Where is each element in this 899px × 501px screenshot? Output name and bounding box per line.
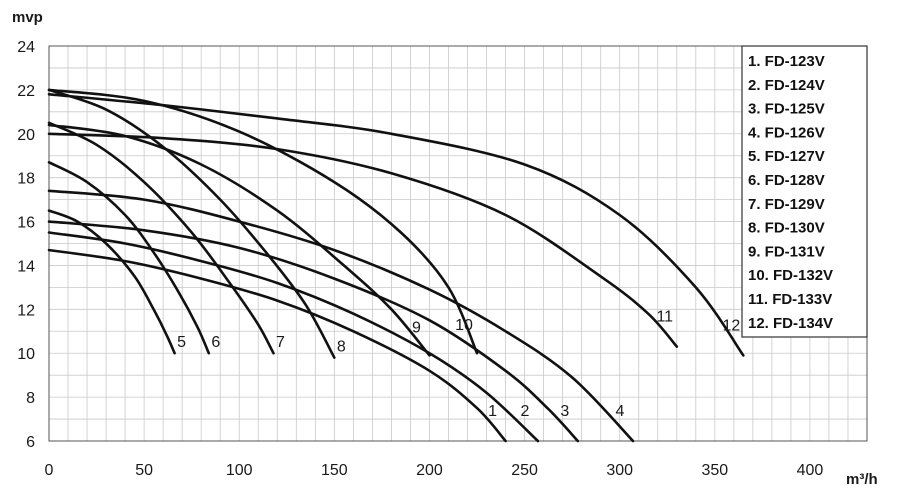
curve-7 xyxy=(47,121,275,355)
curve-label-2: 2 xyxy=(520,403,529,420)
x-axis-unit: m³/h xyxy=(846,471,878,488)
legend-item: 7. FD-129V xyxy=(748,196,825,213)
legend-box xyxy=(741,45,868,338)
y-tick-label: 6 xyxy=(26,434,35,451)
y-tick-label: 12 xyxy=(17,302,35,319)
curve-label-5: 5 xyxy=(177,334,186,351)
y-tick-label: 18 xyxy=(17,171,35,188)
x-tick-label: 150 xyxy=(321,462,348,479)
curve-label-3: 3 xyxy=(560,403,569,420)
curve-label-10: 10 xyxy=(455,317,473,334)
curve-11 xyxy=(47,132,679,348)
curve-label-4: 4 xyxy=(616,403,625,420)
curve-label-7: 7 xyxy=(276,334,285,351)
x-axis-unit-text: m³/h xyxy=(846,471,878,488)
curve-5 xyxy=(47,209,176,355)
x-tick-label: 0 xyxy=(45,462,54,479)
curve-2 xyxy=(47,231,540,443)
x-tick-label: 300 xyxy=(606,462,633,479)
curve-6 xyxy=(47,161,211,355)
legend-item: 9. FD-131V xyxy=(748,243,825,260)
curve-4 xyxy=(47,189,635,443)
curve-label-12: 12 xyxy=(722,317,740,334)
x-tick-labels: 0 50 100 150 200 250 300 350 400 xyxy=(45,462,824,479)
x-tick-label: 100 xyxy=(226,462,253,479)
y-tick-label: 24 xyxy=(17,39,35,56)
y-tick-label: 8 xyxy=(26,390,35,407)
curves xyxy=(47,88,745,443)
legend-item: 5. FD-127V xyxy=(748,148,825,165)
legend-item: 12. FD-134V xyxy=(748,315,833,332)
curve-label-11: 11 xyxy=(656,309,673,326)
curve-label-1: 1 xyxy=(488,403,497,420)
curve-3 xyxy=(47,220,580,443)
x-tick-label: 50 xyxy=(135,462,153,479)
legend-item: 10. FD-132V xyxy=(748,267,833,284)
curve-8 xyxy=(47,88,336,359)
y-tick-labels: 6 8 10 12 14 16 18 20 22 24 xyxy=(17,39,35,451)
legend-item: 1. FD-123V xyxy=(748,53,825,70)
y-tick-label: 16 xyxy=(17,215,35,232)
y-tick-label: 14 xyxy=(17,258,35,275)
curve-12 xyxy=(47,93,745,357)
x-tick-label: 250 xyxy=(511,462,538,479)
y-tick-label: 22 xyxy=(17,83,35,100)
legend-item: 6. FD-128V xyxy=(748,172,825,189)
y-tick-label: 10 xyxy=(17,346,35,363)
legend-item: 8. FD-130V xyxy=(748,220,825,237)
y-tick-label: 20 xyxy=(17,127,35,144)
x-tick-label: 400 xyxy=(797,462,824,479)
curve-label-8: 8 xyxy=(337,339,346,356)
legend-item: 2. FD-124V xyxy=(748,77,825,94)
x-tick-label: 350 xyxy=(701,462,728,479)
legend: 1. FD-123V 2. FD-124V 3. FD-125V 4. FD-126V… xyxy=(741,45,868,338)
curve-10 xyxy=(47,88,479,355)
legend-item: 4. FD-126V xyxy=(748,124,825,141)
grid-lines xyxy=(48,45,868,442)
x-tick-label: 200 xyxy=(416,462,443,479)
legend-item: 11. FD-133V xyxy=(748,291,832,308)
curve-label-6: 6 xyxy=(211,334,220,351)
y-axis-unit: mvp xyxy=(12,9,43,26)
curve-label-9: 9 xyxy=(412,319,421,336)
legend-item: 3. FD-125V xyxy=(748,101,825,118)
